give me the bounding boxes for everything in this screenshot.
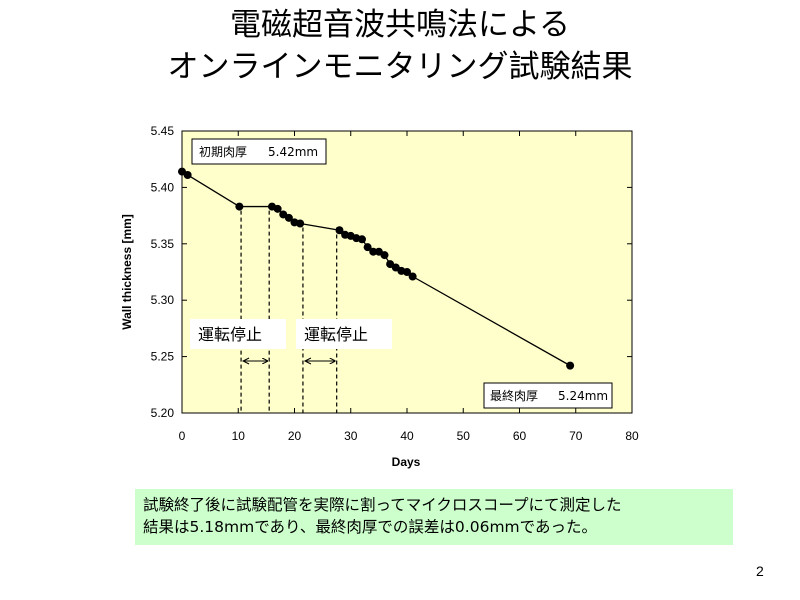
data-point [408,272,417,281]
note-line-2: 結果は5.18mmであり、最終肉厚での誤差は0.06mmであった。 [143,518,597,536]
stop-label-box [190,319,286,349]
slide-title: 電磁超音波共鳴法による オンラインモニタリング試験結果 [0,4,800,88]
final-thickness-value: 5.24mm [558,389,608,403]
y-tick-label: 5.35 [151,237,175,251]
y-tick-label: 5.45 [151,124,175,138]
data-point [363,243,372,252]
data-point [284,213,293,222]
data-point [380,251,389,260]
stop-label: 運転停止 [304,325,368,344]
measurement-note: 試験終了後に試験配管を実際に割ってマイクロスコープにて測定した 結果は5.18m… [135,489,733,545]
final-thickness-label: 最終肉厚 [490,388,538,403]
stop-label: 運転停止 [198,325,262,344]
x-tick-label: 60 [513,429,527,443]
y-tick-label: 5.40 [151,180,175,194]
y-tick-label: 5.30 [151,293,175,307]
initial-thickness-annotation: 初期肉厚 5.42mm [191,138,327,165]
x-tick-label: 0 [179,429,186,443]
initial-thickness-value: 5.42mm [268,145,318,159]
initial-thickness-box [191,138,327,165]
page-number: 2 [756,563,764,579]
final-thickness-annotation: 最終肉厚 5.24mm [483,382,613,409]
data-point [358,235,366,244]
y-axis-ticks: 5.20 5.25 5.30 5.35 5.40 5.45 [151,124,632,420]
x-tick-label: 30 [344,429,358,443]
stop-annotations: 運転停止 運転停止 [190,319,392,365]
stop-period-arrowhead-left [303,357,312,365]
x-axis-title: Days [392,455,421,469]
data-point [566,361,575,370]
data-point [369,247,378,256]
title-line-1: 電磁超音波共鳴法による [229,7,571,43]
data-series [178,167,575,370]
x-tick-label: 70 [569,429,583,443]
stop-period-arrowhead-left [241,357,250,365]
y-axis-title: Wall thickness [mm] [120,214,134,330]
data-point [335,226,344,235]
stop-label-box [296,319,392,349]
note-line-1: 試験終了後に試験配管を実際に割ってマイクロスコープにて測定した [143,496,622,514]
x-tick-label: 40 [400,429,414,443]
x-tick-label: 20 [288,429,302,443]
y-tick-label: 5.20 [151,406,175,420]
data-point [235,202,244,211]
data-point [183,170,192,179]
initial-thickness-label: 初期肉厚 [199,145,247,159]
data-point [296,219,305,228]
title-line-2: オンラインモニタリング試験結果 [167,49,633,85]
x-tick-label: 80 [625,429,639,443]
y-tick-label: 5.25 [151,350,175,364]
x-tick-label: 10 [232,429,246,443]
data-point [273,204,282,213]
x-axis-ticks: 0 10 20 30 40 50 60 70 80 [179,131,639,443]
x-tick-label: 50 [457,429,471,443]
data-point [403,268,411,276]
final-thickness-box [483,382,613,409]
